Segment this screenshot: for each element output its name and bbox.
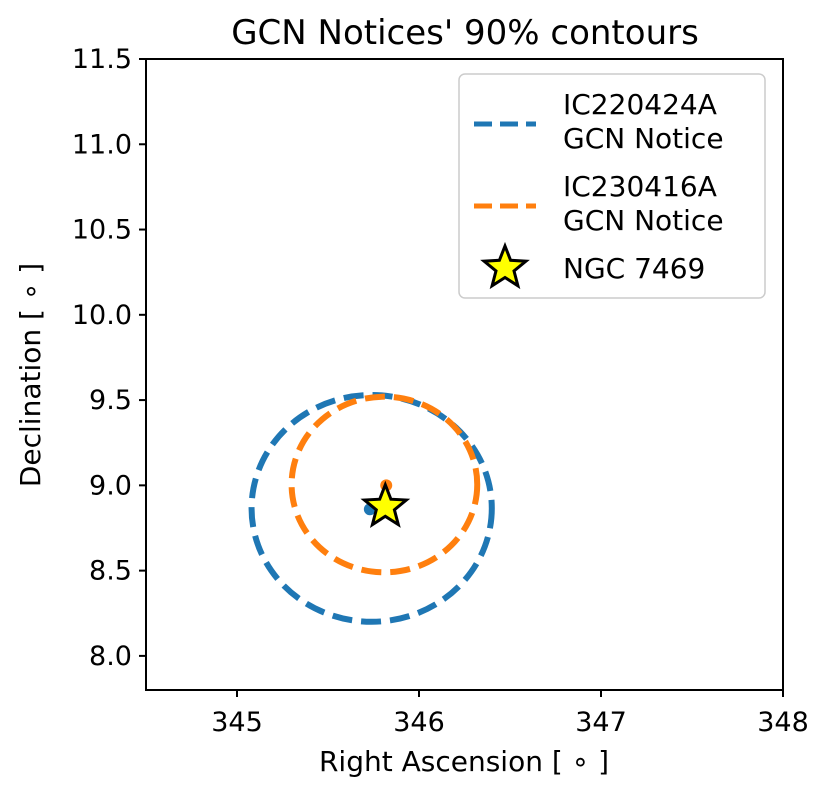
legend-entry-ic230416a: IC230416A GCN Notice (474, 170, 724, 237)
contour-ic220424a (248, 391, 495, 625)
x-tick-label: 346 (393, 707, 445, 738)
ticks-layer: 345 346 347 348 8.0 8.5 9.0 9.5 10.0 10.5 11.0 11.5 (72, 44, 809, 738)
contour-ic230416a (288, 393, 481, 576)
y-tick-label: 10.0 (72, 300, 132, 331)
legend-label-ic230416a-line1: IC230416A (563, 170, 717, 203)
y-tick-label: 11.5 (72, 44, 132, 75)
y-tick-label: 8.0 (89, 641, 132, 672)
y-tick-label: 10.5 (72, 215, 132, 246)
y-axis-label: Declination [ ∘ ] (14, 263, 47, 487)
plot-area: 345 346 347 348 8.0 8.5 9.0 9.5 10.0 10.5 11.0 11.5 (72, 44, 809, 738)
legend-entry-ic220424a: IC220424A GCN Notice (474, 88, 724, 155)
series-layer (248, 391, 495, 625)
legend-label-ic230416a-line2: GCN Notice (563, 204, 724, 237)
legend-label-ic220424a-line1: IC220424A (563, 88, 717, 121)
x-tick-label: 348 (757, 707, 809, 738)
plot-frame (145, 58, 784, 691)
star-marker-ngc7469 (360, 480, 411, 528)
x-tick-label: 345 (211, 707, 263, 738)
legend-entry-ngc7469: NGC 7469 (480, 241, 705, 290)
legend-box (458, 73, 766, 299)
legend-star-icon (480, 241, 530, 290)
y-tick-label: 11.0 (72, 129, 132, 160)
legend: IC220424A GCN Notice IC230416A GCN Notic… (458, 73, 766, 299)
legend-label-ngc7469: NGC 7469 (563, 252, 705, 285)
x-axis-label: Right Ascension [ ∘ ] (319, 745, 609, 778)
y-tick-label: 9.5 (89, 385, 132, 416)
legend-label-ic220424a-line2: GCN Notice (563, 122, 724, 155)
y-tick-label: 8.5 (89, 556, 132, 587)
y-tick-label: 9.0 (89, 470, 132, 501)
chart-title: GCN Notices' 90% contours (231, 13, 699, 53)
x-tick-label: 347 (575, 707, 627, 738)
